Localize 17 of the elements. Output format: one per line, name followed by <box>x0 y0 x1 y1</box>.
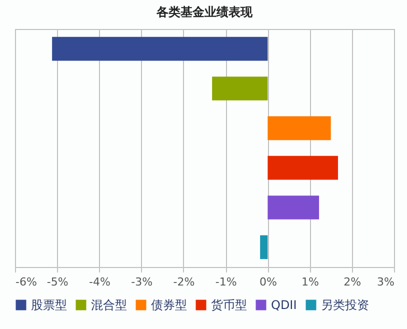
x-tick-label: 2% <box>344 276 362 288</box>
legend-label: 混合型 <box>91 298 127 312</box>
x-tick-label: -4% <box>89 276 110 288</box>
legend-label: 货币型 <box>211 298 247 312</box>
x-tick-label: 1% <box>302 276 320 288</box>
x-tick-label: 3% <box>377 276 394 288</box>
legend-label: QDII <box>271 298 297 312</box>
legend-label: 债券型 <box>151 298 187 312</box>
x-tick-label: -3% <box>131 276 153 288</box>
x-tick-label: -2% <box>173 276 195 288</box>
legend-label: 股票型 <box>31 298 67 312</box>
x-tick-label: -5% <box>46 276 68 288</box>
legend-label: 另类投资 <box>321 298 369 312</box>
x-tick-label: 0% <box>259 276 277 288</box>
x-tick-label: -6% <box>16 276 37 288</box>
x-tick-label: -1% <box>215 276 237 288</box>
chart-title: 各类基金业绩表现 <box>156 5 254 19</box>
